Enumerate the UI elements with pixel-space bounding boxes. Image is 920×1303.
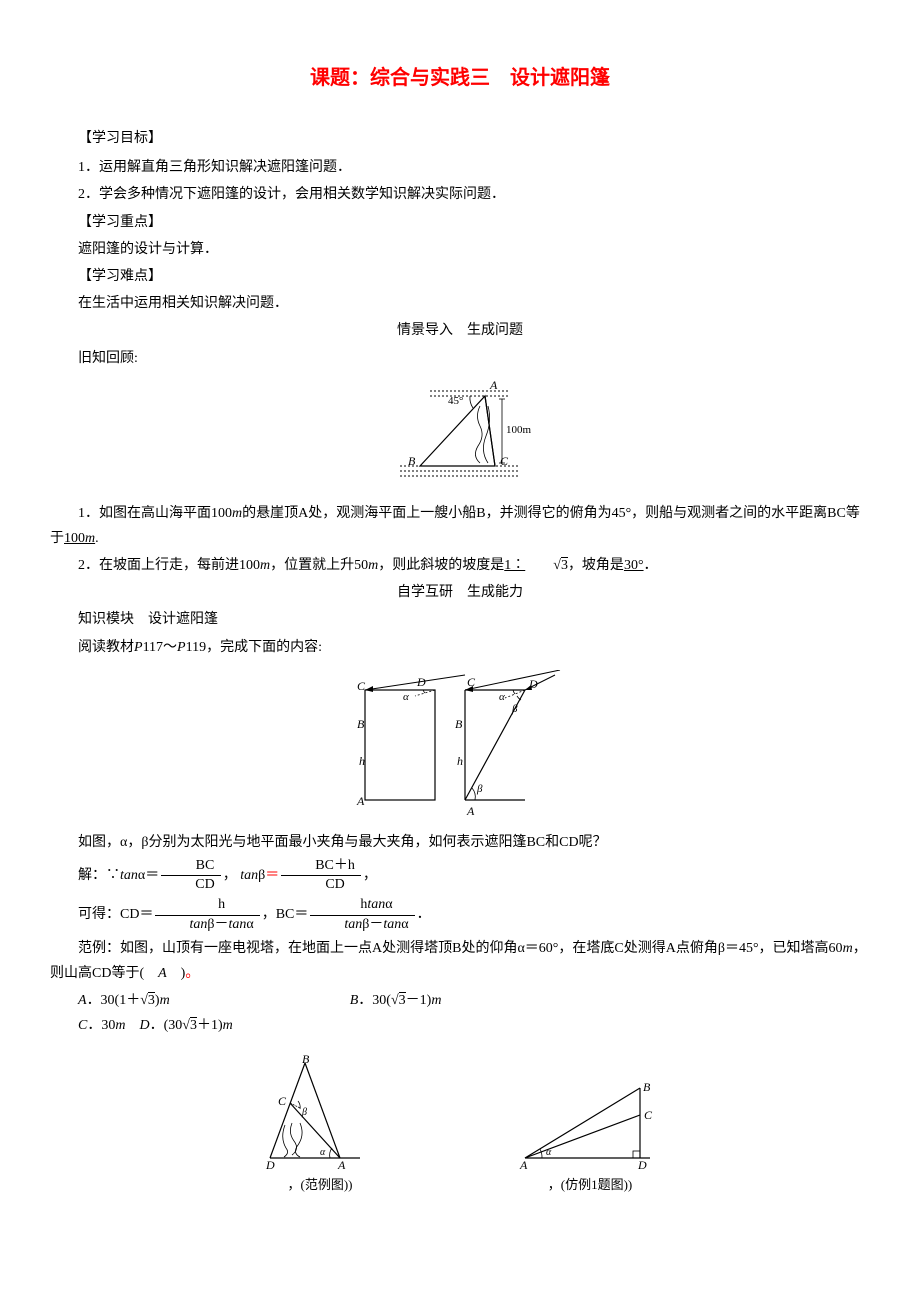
q2-unit1: m [260,558,270,573]
options: A．30(1＋3)m B．30(3－1)m C．30m D．(303＋1)m [78,988,870,1038]
objective-1: 1．运用解直角三角形知识解决遮阳篷问题． [50,155,870,180]
fig1-height: 100m [506,424,532,436]
figure-1-wrap: 45° A B C 100m [50,381,870,491]
option-a: A．30(1＋3)m [78,988,170,1013]
svg-text:B: B [455,717,463,731]
figure-imitate-wrap: A B C D α ，(仿例1题图)) [510,1073,670,1196]
q1-pre: 1．如图在高山海平面100 [78,506,232,521]
fig1-B: B [408,454,416,468]
fig1-angle: 45° [448,395,463,407]
svg-text:B: B [643,1080,651,1094]
svg-text:α: α [546,1147,552,1158]
q2-unit2: m [368,558,378,573]
difficulty-head: 【学习难点】 [50,264,870,289]
svg-text:β: β [476,783,483,795]
svg-text:A: A [356,794,365,808]
figure-1: 45° A B C 100m [380,381,540,491]
svg-text:D: D [416,675,426,689]
q1-end: . [95,531,99,546]
svg-text:β: β [301,1107,307,1118]
q2-end: ． [644,558,658,573]
svg-text:C: C [357,679,366,693]
example-text: 范例：如图，山顶有一座电视塔，在地面上一点A处测得塔顶B处的仰角α＝60°，在塔… [50,936,870,986]
as-shown-text: 如图，α，β分别为太阳光与地平面最小夹角与最大夹角，如何表示遮阳篷BC和CD呢？ [50,830,870,855]
svg-text:C: C [644,1108,653,1122]
svg-text:A: A [519,1158,528,1172]
bottom-figures: B C D A α β ，(范例图)) A B C D α ，(仿例1题图)) [50,1053,870,1196]
svg-text:D: D [528,677,538,691]
figure-example: B C D A α β [250,1053,390,1173]
focus-head: 【学习重点】 [50,210,870,235]
figure-2-wrap: C D B A h α C D B A h α β [50,670,870,820]
fig1-A: A [489,381,498,392]
fig2-left: C D B A h α [356,675,465,808]
question-2: 2．在坡面上行走，每前进100m，位置就上升50m，则此斜坡的坡度是1∶3，坡角… [50,553,870,578]
question-1: 1．如图在高山海平面100m的悬崖顶A处，观测海平面上一艘小船B，并测得它的俯角… [50,501,870,551]
q2-ans1: 1∶3 [504,558,568,573]
svg-text:C: C [467,675,476,689]
svg-text:A: A [337,1158,346,1172]
svg-text:h: h [457,754,463,768]
svg-text:β: β [511,703,518,715]
figure-example-wrap: B C D A α β ，(范例图)) [250,1053,390,1196]
section-2: 自学互研 生成能力 [50,580,870,605]
difficulty-text: 在生活中运用相关知识解决问题． [50,291,870,316]
svg-text:α: α [499,691,505,703]
reading-ref: 阅读教材P117～P119，完成下面的内容: [50,635,870,660]
svg-text:B: B [357,717,365,731]
section-1: 情景导入 生成问题 [50,318,870,343]
q2-ans2: 30° [624,558,644,573]
q2-mid2: ，则此斜坡的坡度是 [378,558,504,573]
fig-ex-label: ，(范例图)) [250,1173,390,1196]
svg-text:A: A [466,804,475,818]
svg-text:h: h [359,754,365,768]
figure-imitate: A B C D α [510,1073,670,1173]
page-title: 课题：综合与实践三 设计遮阳篷 [50,60,870,96]
solution-line-2: 可得：CD＝htanβ－tanα，BC＝htanαtanβ－tanα． [50,896,870,933]
q2-mid1: ，位置就上升50 [270,558,368,573]
svg-text:D: D [637,1158,647,1172]
q2-mid3: ，坡角是 [568,558,624,573]
q1-unit1: m [232,506,242,521]
q1-ans: 100m [64,531,95,546]
objective-2: 2．学会多种情况下遮阳篷的设计，会用相关数学知识解决实际问题． [50,182,870,207]
recall-label: 旧知回顾: [50,346,870,371]
option-c: C．30m [78,1018,125,1033]
q2-pre: 2．在坡面上行走，每前进100 [78,558,260,573]
svg-text:α: α [403,691,409,703]
svg-text:C: C [278,1094,287,1108]
fig2-right: C D B A h α β β [455,670,560,818]
svg-text:B: B [302,1053,310,1066]
module-title: 知识模块 设计遮阳篷 [50,607,870,632]
svg-text:D: D [265,1158,275,1172]
figure-2: C D B A h α C D B A h α β [345,670,575,820]
svg-text:α: α [320,1147,326,1158]
solution-line-1: 解：∵tanα＝BCCD， tanβ＝BC＋hCD， [50,857,870,894]
fig-imit-label: ，(仿例1题图)) [510,1173,670,1196]
option-b: B．30(3－1)m [350,988,442,1013]
fig1-C: C [500,454,509,468]
objectives-head: 【学习目标】 [50,126,870,151]
option-d: D．(303＋1)m [139,1018,232,1033]
focus-text: 遮阳篷的设计与计算． [50,237,870,262]
